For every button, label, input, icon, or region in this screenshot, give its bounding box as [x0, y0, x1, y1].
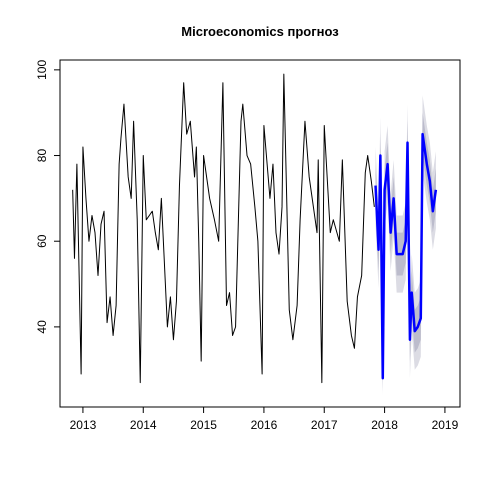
- y-tick-label: 40: [35, 320, 49, 334]
- chart-title: Microeconomics прогноз: [181, 24, 339, 39]
- plot-box: [59, 59, 461, 408]
- x-tick-label: 2019: [432, 418, 459, 432]
- series-line: [72, 73, 375, 384]
- series-line: [374, 132, 438, 380]
- x-tick-label: 2013: [70, 418, 97, 432]
- plot-area: [72, 73, 438, 396]
- y-tick-label: 60: [35, 234, 49, 248]
- y-tick-label: 100: [35, 60, 49, 80]
- x-tick-label: 2017: [311, 418, 338, 432]
- x-tick-label: 2018: [371, 418, 398, 432]
- x-tick-label: 2016: [251, 418, 278, 432]
- x-tick-label: 2015: [190, 418, 217, 432]
- x-tick-label: 2014: [130, 418, 157, 432]
- y-tick-label: 80: [35, 149, 49, 163]
